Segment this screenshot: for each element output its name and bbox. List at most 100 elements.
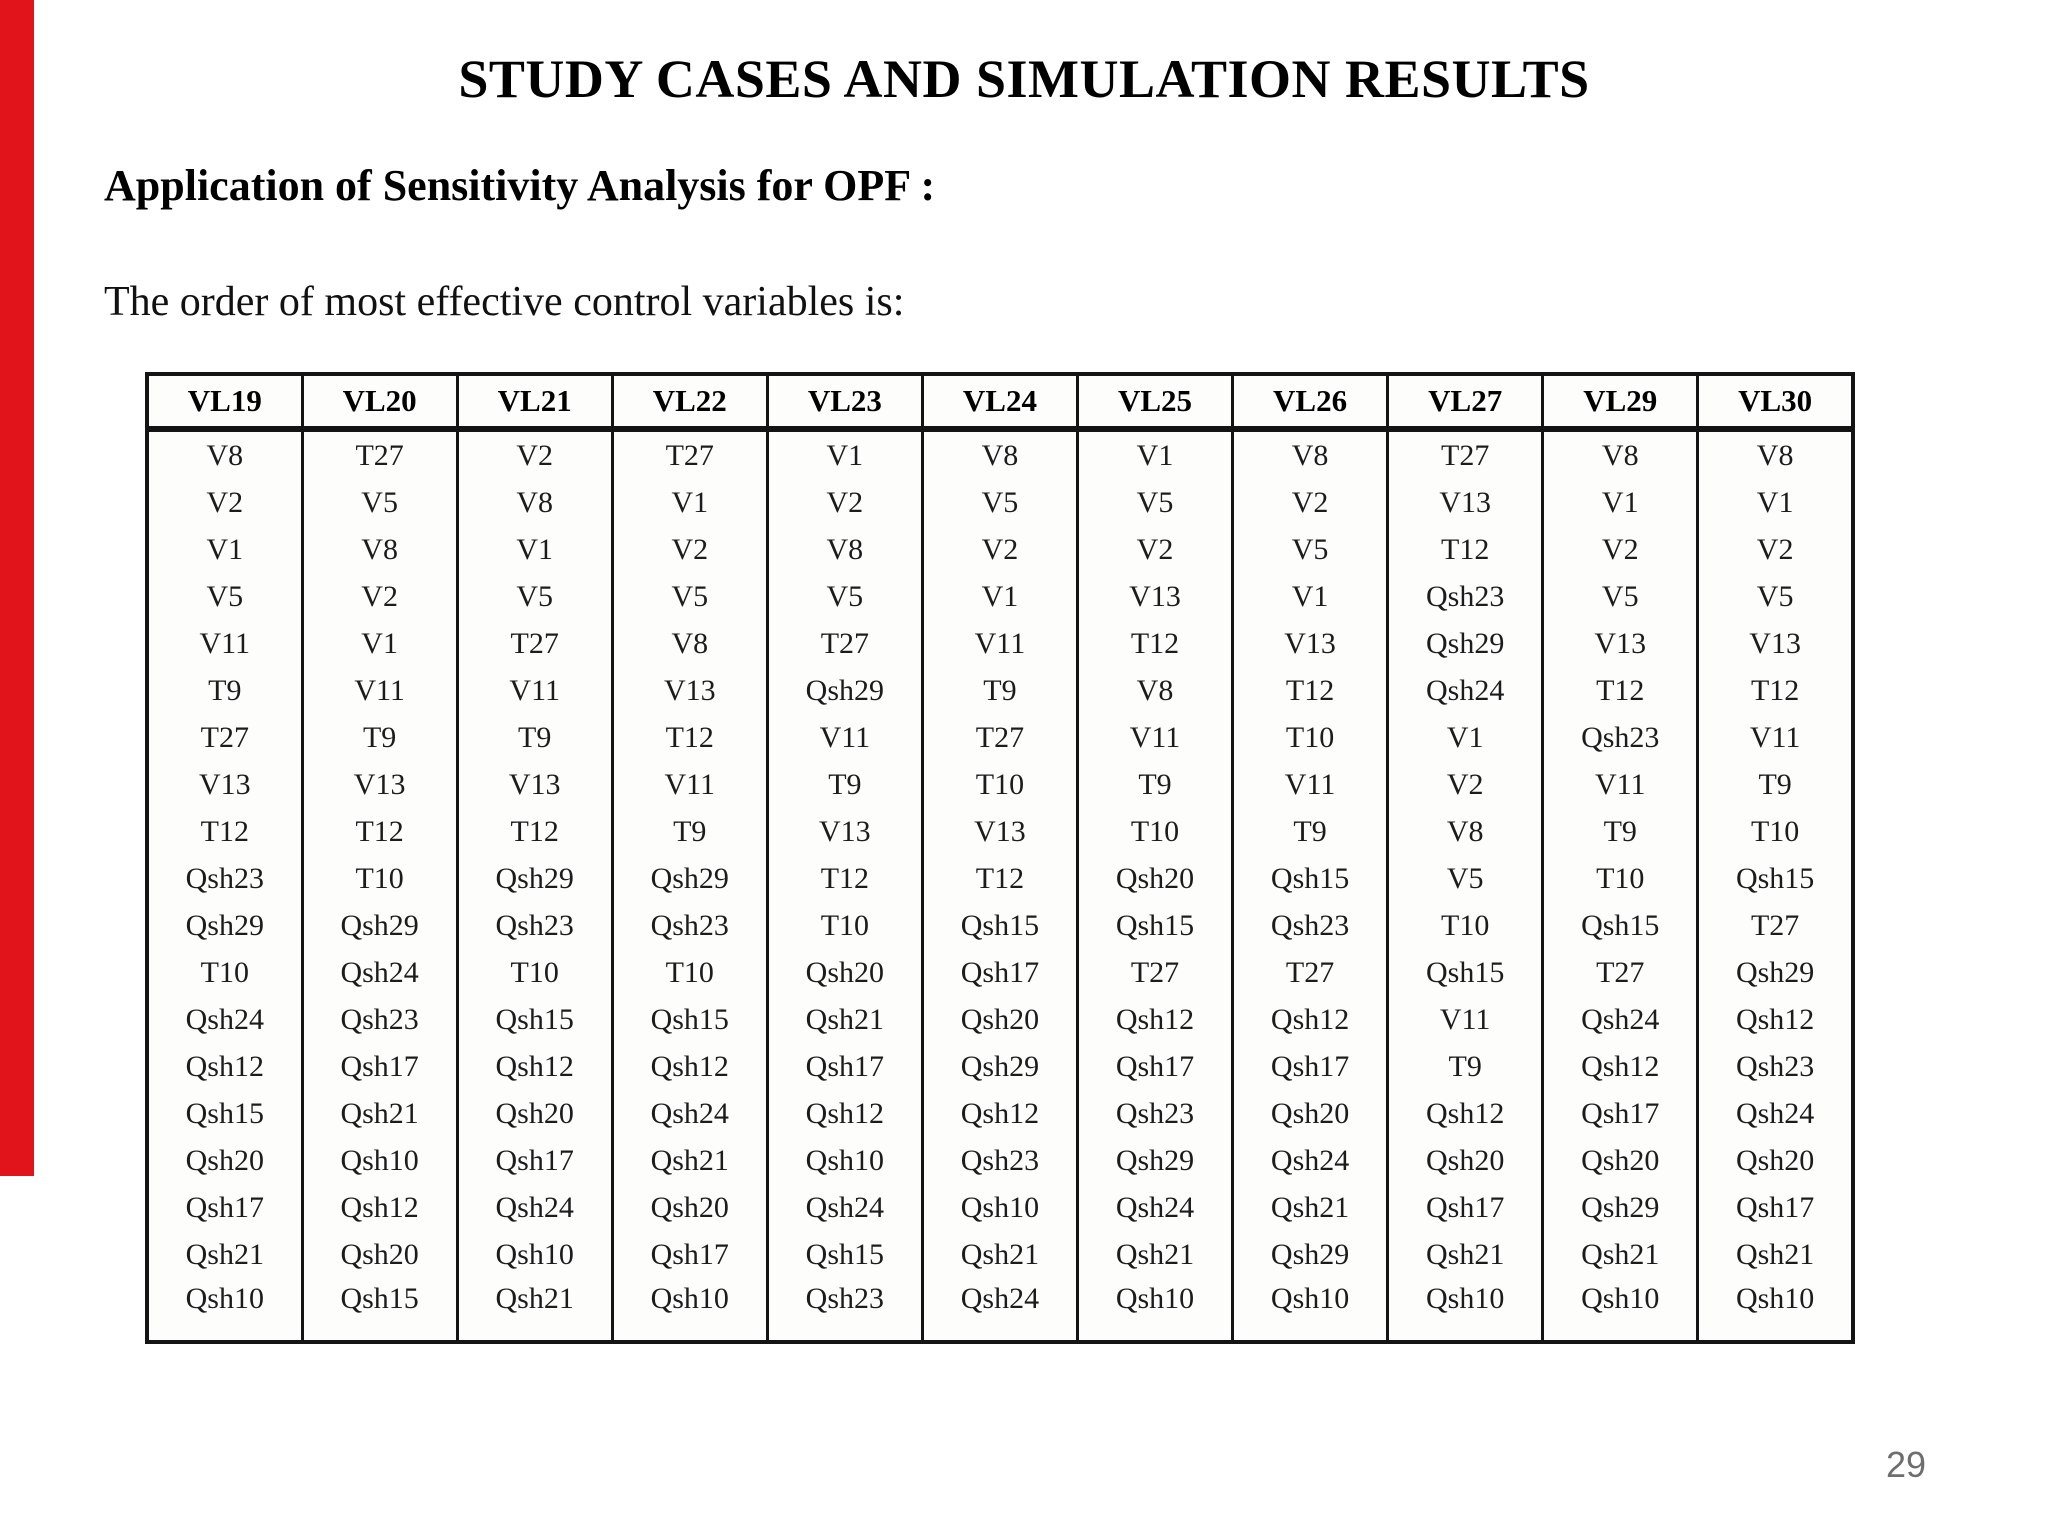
table-row: V1 V8 V1 V2 V8 V2 V2 V5 T12 V2 V2 <box>145 526 1855 573</box>
table-cell: V5 <box>1696 573 1855 620</box>
table-row: Qsh17 Qsh12 Qsh24 Qsh20 Qsh24 Qsh10 Qsh24 Qsh21… <box>145 1184 1855 1231</box>
table-cell: Qsh17 <box>1696 1184 1855 1231</box>
table-cell: V11 <box>455 667 614 714</box>
table-cell: V13 <box>765 808 924 855</box>
table-cell: T10 <box>1231 714 1390 761</box>
table-cell: T27 <box>300 429 459 479</box>
table-row: T10 Qsh24 T10 T10 Qsh20 Qsh17 T27 T27 Qsh15 T27 Qs… <box>145 949 1855 996</box>
table-cell: Qsh20 <box>1231 1090 1390 1137</box>
table-cell: Qsh29 <box>300 902 459 949</box>
table-cell: Qsh10 <box>1075 1278 1235 1344</box>
table-cell: Qsh29 <box>1231 1231 1390 1278</box>
table-cell: Qsh10 <box>1541 1278 1700 1344</box>
table-cell: Qsh15 <box>610 996 769 1043</box>
table-cell: V1 <box>610 479 769 526</box>
table-cell: Qsh12 <box>145 1043 304 1090</box>
table-cell: Qsh24 <box>1541 996 1700 1043</box>
table-cell: V13 <box>145 761 304 808</box>
table-cell: T10 <box>1541 855 1700 902</box>
table-cell: V5 <box>1075 479 1235 526</box>
table-cell: Qsh12 <box>300 1184 459 1231</box>
table-cell: V8 <box>610 620 769 667</box>
table-cell: T12 <box>300 808 459 855</box>
slide-title: STUDY CASES AND SIMULATION RESULTS <box>458 49 1590 109</box>
table-cell: V5 <box>765 573 924 620</box>
table-cell: V1 <box>1386 714 1545 761</box>
table-cell: Qsh10 <box>1386 1278 1545 1344</box>
table-cell: T9 <box>455 714 614 761</box>
table-cell: Qsh23 <box>765 1278 924 1344</box>
table-cell: Qsh23 <box>145 855 304 902</box>
table-cell: Qsh17 <box>1075 1043 1235 1090</box>
table-cell: Qsh20 <box>1075 855 1235 902</box>
table-cell: T9 <box>145 667 304 714</box>
table-cell: V11 <box>1075 714 1235 761</box>
table-cell: T12 <box>1386 526 1545 573</box>
table-cell: T27 <box>455 620 614 667</box>
table-cell: V1 <box>300 620 459 667</box>
table-cell: Qsh10 <box>1231 1278 1390 1344</box>
table-cell: V1 <box>1231 573 1390 620</box>
table-cell: T10 <box>300 855 459 902</box>
table-cell: T10 <box>765 902 924 949</box>
table-cell: Qsh21 <box>765 996 924 1043</box>
table-cell: V1 <box>1075 429 1235 479</box>
table-cell: Qsh20 <box>145 1137 304 1184</box>
table-cell: Qsh15 <box>1386 949 1545 996</box>
table-cell: V5 <box>1386 855 1545 902</box>
table-cell: T12 <box>145 808 304 855</box>
table-cell: V2 <box>920 526 1079 573</box>
table-cell: Qsh17 <box>920 949 1079 996</box>
table-cell: T9 <box>1696 761 1855 808</box>
table-cell: V2 <box>1075 526 1235 573</box>
column-header: VL29 <box>1541 372 1700 432</box>
table-cell: V8 <box>300 526 459 573</box>
table-cell: Qsh29 <box>1696 949 1855 996</box>
table-cell: T9 <box>1541 808 1700 855</box>
table-cell: Qsh12 <box>1231 996 1390 1043</box>
table-cell: Qsh17 <box>300 1043 459 1090</box>
table-cell: Qsh29 <box>1386 620 1545 667</box>
table-cell: Qsh21 <box>1541 1231 1700 1278</box>
table-cell: T9 <box>1386 1043 1545 1090</box>
table-cell: V5 <box>300 479 459 526</box>
table-cell: Qsh12 <box>1696 996 1855 1043</box>
table-cell: V5 <box>455 573 614 620</box>
table-cell: T27 <box>1541 949 1700 996</box>
table-row: Qsh12 Qsh17 Qsh12 Qsh12 Qsh17 Qsh29 Qsh17 Qsh17… <box>145 1043 1855 1090</box>
table-cell: Qsh21 <box>455 1278 614 1344</box>
table-cell: Qsh12 <box>1386 1090 1545 1137</box>
table-cell: Qsh12 <box>1075 996 1235 1043</box>
table-cell: Qsh17 <box>145 1184 304 1231</box>
table-cell: Qsh10 <box>300 1137 459 1184</box>
table-cell: Qsh24 <box>1231 1137 1390 1184</box>
table-cell: V1 <box>145 526 304 573</box>
table-cell: Qsh23 <box>1541 714 1700 761</box>
table-cell: Qsh15 <box>1541 902 1700 949</box>
table-cell: Qsh21 <box>610 1137 769 1184</box>
intro-text: The order of most effective control vari… <box>104 279 905 325</box>
column-header: VL30 <box>1696 372 1855 432</box>
table-cell: Qsh20 <box>920 996 1079 1043</box>
table-cell: Qsh17 <box>610 1231 769 1278</box>
table-cell: T9 <box>765 761 924 808</box>
table-cell: V8 <box>1075 667 1235 714</box>
table-cell: T9 <box>1231 808 1390 855</box>
table-cell: V8 <box>920 429 1079 479</box>
table-cell: T12 <box>455 808 614 855</box>
table-cell: Qsh17 <box>1231 1043 1390 1090</box>
table-cell: T27 <box>765 620 924 667</box>
table-cell: T12 <box>1541 667 1700 714</box>
column-header: VL22 <box>610 372 769 432</box>
table-cell: Qsh21 <box>1386 1231 1545 1278</box>
table-cell: V2 <box>300 573 459 620</box>
table-cell: V11 <box>610 761 769 808</box>
table-cell: T12 <box>920 855 1079 902</box>
table-cell: T12 <box>610 714 769 761</box>
table-cell: V11 <box>300 667 459 714</box>
table-cell: V11 <box>145 620 304 667</box>
table-cell: V11 <box>1231 761 1390 808</box>
table-cell: Qsh12 <box>455 1043 614 1090</box>
table-cell: V2 <box>765 479 924 526</box>
